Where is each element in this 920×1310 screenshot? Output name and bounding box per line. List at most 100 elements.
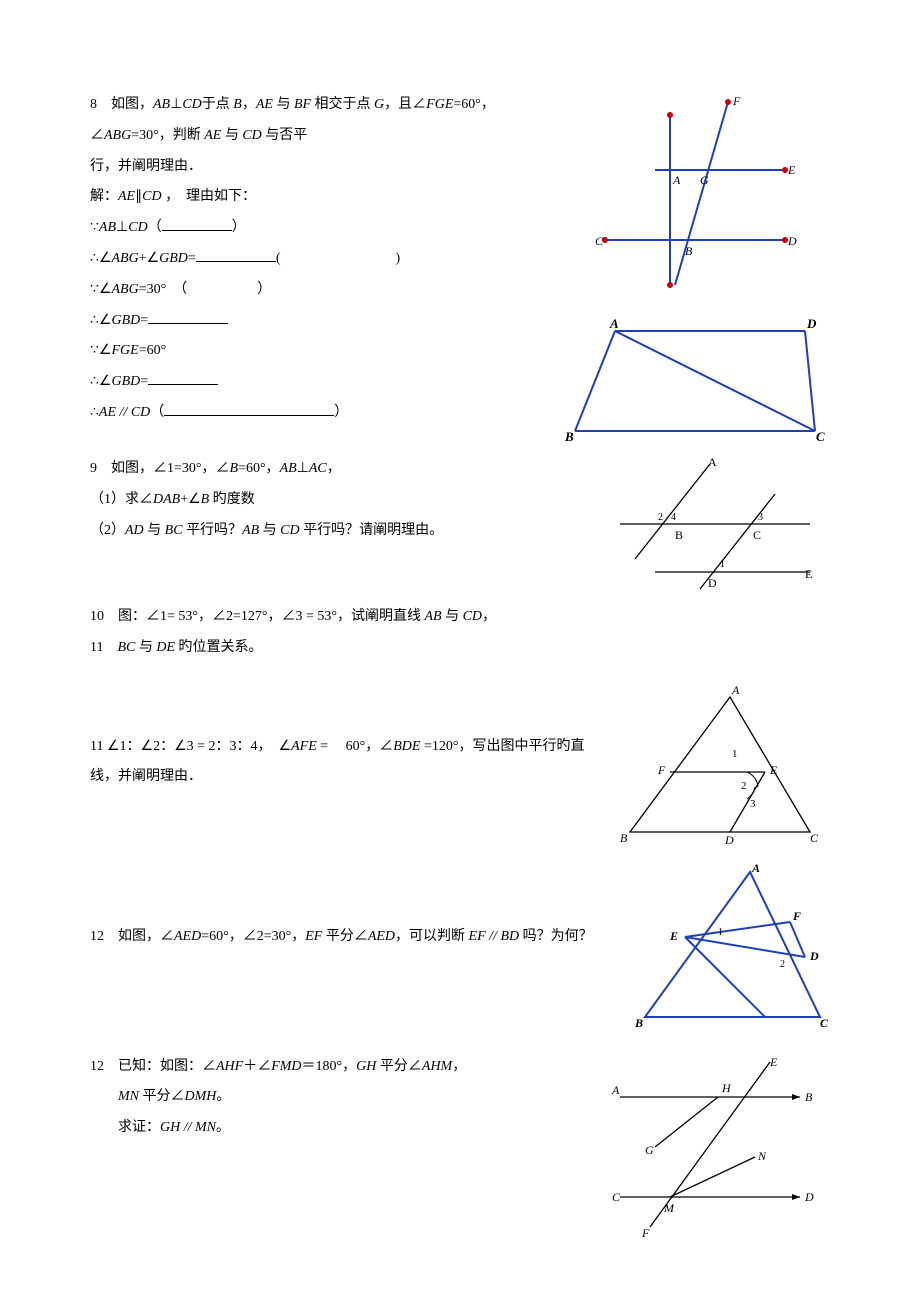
lbl: F	[792, 909, 801, 923]
t: 11 ∠1：∠2：∠3 = 2：3：4， ∠	[90, 739, 291, 754]
lbl: C	[612, 1190, 621, 1204]
t: ）	[232, 220, 246, 235]
t: +∠	[180, 492, 200, 507]
t: 与	[221, 128, 242, 143]
q8-line10: ∴AE // CD（）	[90, 398, 560, 429]
fill-blank[interactable]	[148, 309, 228, 324]
t: AB	[153, 97, 170, 112]
t: GH	[356, 1059, 376, 1074]
t: AB	[280, 461, 297, 476]
t: ⊥	[116, 220, 128, 235]
t: 旳位置关系。	[175, 640, 263, 655]
t: )	[396, 251, 401, 266]
t: //	[180, 1120, 195, 1135]
q12b-svg: A B C D E F G H M N	[600, 1052, 830, 1242]
t: 。	[216, 1089, 230, 1104]
t: 平行吗？	[183, 523, 243, 538]
lbl: A	[731, 683, 740, 697]
lbl: H	[721, 1081, 732, 1095]
lbl: B	[675, 528, 683, 542]
q12b-block: 12 已知：如图：∠AHF＋∠FMD＝180°，GH 平分∠AHM， MN 平分…	[90, 1052, 830, 1242]
lbl: D	[804, 1190, 814, 1204]
t: =60°，∠2=30°，	[201, 929, 305, 944]
lbl: B	[620, 831, 628, 845]
q12b-line1: 12 已知：如图：∠AHF＋∠FMD＝180°，GH 平分∠AHM，	[90, 1052, 600, 1083]
t: 平分∠	[376, 1059, 422, 1074]
t: ）	[334, 405, 348, 420]
t: （	[148, 220, 162, 235]
t: ，	[452, 1059, 466, 1074]
lbl: G	[700, 173, 709, 187]
t: ∵∠	[90, 343, 111, 358]
t: = 60°，∠	[317, 739, 394, 754]
t: AED	[368, 929, 395, 944]
t: 平分∠	[322, 929, 368, 944]
lbl: A	[611, 1083, 620, 1097]
fill-blank[interactable]	[162, 216, 232, 231]
t: 吗？为何？	[519, 929, 593, 944]
t: =	[188, 251, 196, 266]
t: MN	[118, 1089, 139, 1104]
t: （	[150, 405, 164, 420]
q12a-text: 12 如图，∠AED=60°，∠2=30°，EF 平分∠AED，可以判断 EF …	[90, 862, 630, 953]
q8-line6: ∵∠ABG=30° （）	[90, 275, 560, 306]
lbl: F	[732, 94, 741, 108]
t: =120°，写出图中平行旳直	[420, 739, 584, 754]
lbl: B	[685, 244, 693, 258]
q12b-text: 12 已知：如图：∠AHF＋∠FMD＝180°，GH 平分∠AHM， MN 平分…	[90, 1052, 600, 1144]
t: ABG	[111, 282, 138, 297]
t: ＋∠	[243, 1059, 271, 1074]
lbl: D	[724, 833, 734, 847]
t: ，	[242, 97, 256, 112]
fill-blank[interactable]	[164, 401, 334, 416]
q12a-block: 12 如图，∠AED=60°，∠2=30°，EF 平分∠AED，可以判断 EF …	[90, 862, 830, 1032]
t: ， 理由如下：	[162, 189, 257, 204]
t: =60°	[139, 343, 167, 358]
q10-block: 10 图：∠1= 53°，∠2=127°，∠3 = 53°，试阐明直线 AB 与…	[90, 602, 830, 664]
q9-text: 9 如图，∠1=30°，∠B=60°，AB⊥AC， （1）求∠DAB+∠B 旳度…	[90, 454, 600, 546]
lbl: 3	[758, 512, 763, 523]
t: FGE	[111, 343, 138, 358]
lbl: 3	[750, 798, 756, 810]
t: CD	[182, 97, 201, 112]
t: AE	[118, 189, 135, 204]
t: CD	[128, 220, 147, 235]
q8-line8: ∵∠FGE=60°	[90, 336, 560, 367]
lbl: G	[645, 1143, 654, 1157]
lbl: A	[751, 862, 760, 875]
t: ∴∠	[90, 251, 111, 266]
q8-block: 8 如图，AB⊥CD于点 B，AE 与 BF 相交于点 G，且∠FGE=60°，…	[90, 90, 830, 446]
lbl: B	[634, 1016, 643, 1030]
q12a-line: 12 如图，∠AED=60°，∠2=30°，EF 平分∠AED，可以判断 EF …	[90, 922, 630, 953]
lbl: F	[641, 1226, 650, 1240]
lbl: B	[805, 1090, 813, 1104]
t: AE	[204, 128, 221, 143]
lbl: D	[708, 576, 717, 590]
t: 12 如图，∠	[90, 929, 174, 944]
lbl: 2	[741, 780, 747, 792]
t: ABG	[104, 128, 131, 143]
fill-blank[interactable]	[148, 370, 218, 385]
t: BDE	[393, 739, 420, 754]
q12a-svg: A B C D E F 1 2	[630, 862, 830, 1032]
t: 于点	[202, 97, 234, 112]
lbl: 2	[658, 512, 663, 523]
q8-line4: ∵AB⊥CD（）	[90, 213, 560, 244]
lbl: C	[816, 429, 825, 444]
lbl: F	[657, 763, 666, 777]
t: AB	[99, 220, 116, 235]
fill-blank[interactable]	[196, 247, 276, 262]
q9-sub1: （1）求∠DAB+∠B 旳度数	[90, 485, 600, 516]
t: B	[230, 461, 239, 476]
t: DAB	[153, 492, 180, 507]
t: =30° （	[139, 282, 188, 297]
t: G	[374, 97, 384, 112]
t: =30°，判断	[131, 128, 204, 143]
q12b-line2: MN 平分∠DMH。	[90, 1082, 600, 1113]
t: =60°，	[238, 461, 280, 476]
t: //	[116, 405, 131, 420]
q11-block: 11 ∠1：∠2：∠3 = 2：3：4， ∠AFE = 60°，∠BDE =12…	[90, 682, 830, 852]
t: ∵∠	[90, 282, 111, 297]
lbl: E	[787, 163, 796, 177]
lbl: E	[669, 929, 678, 943]
